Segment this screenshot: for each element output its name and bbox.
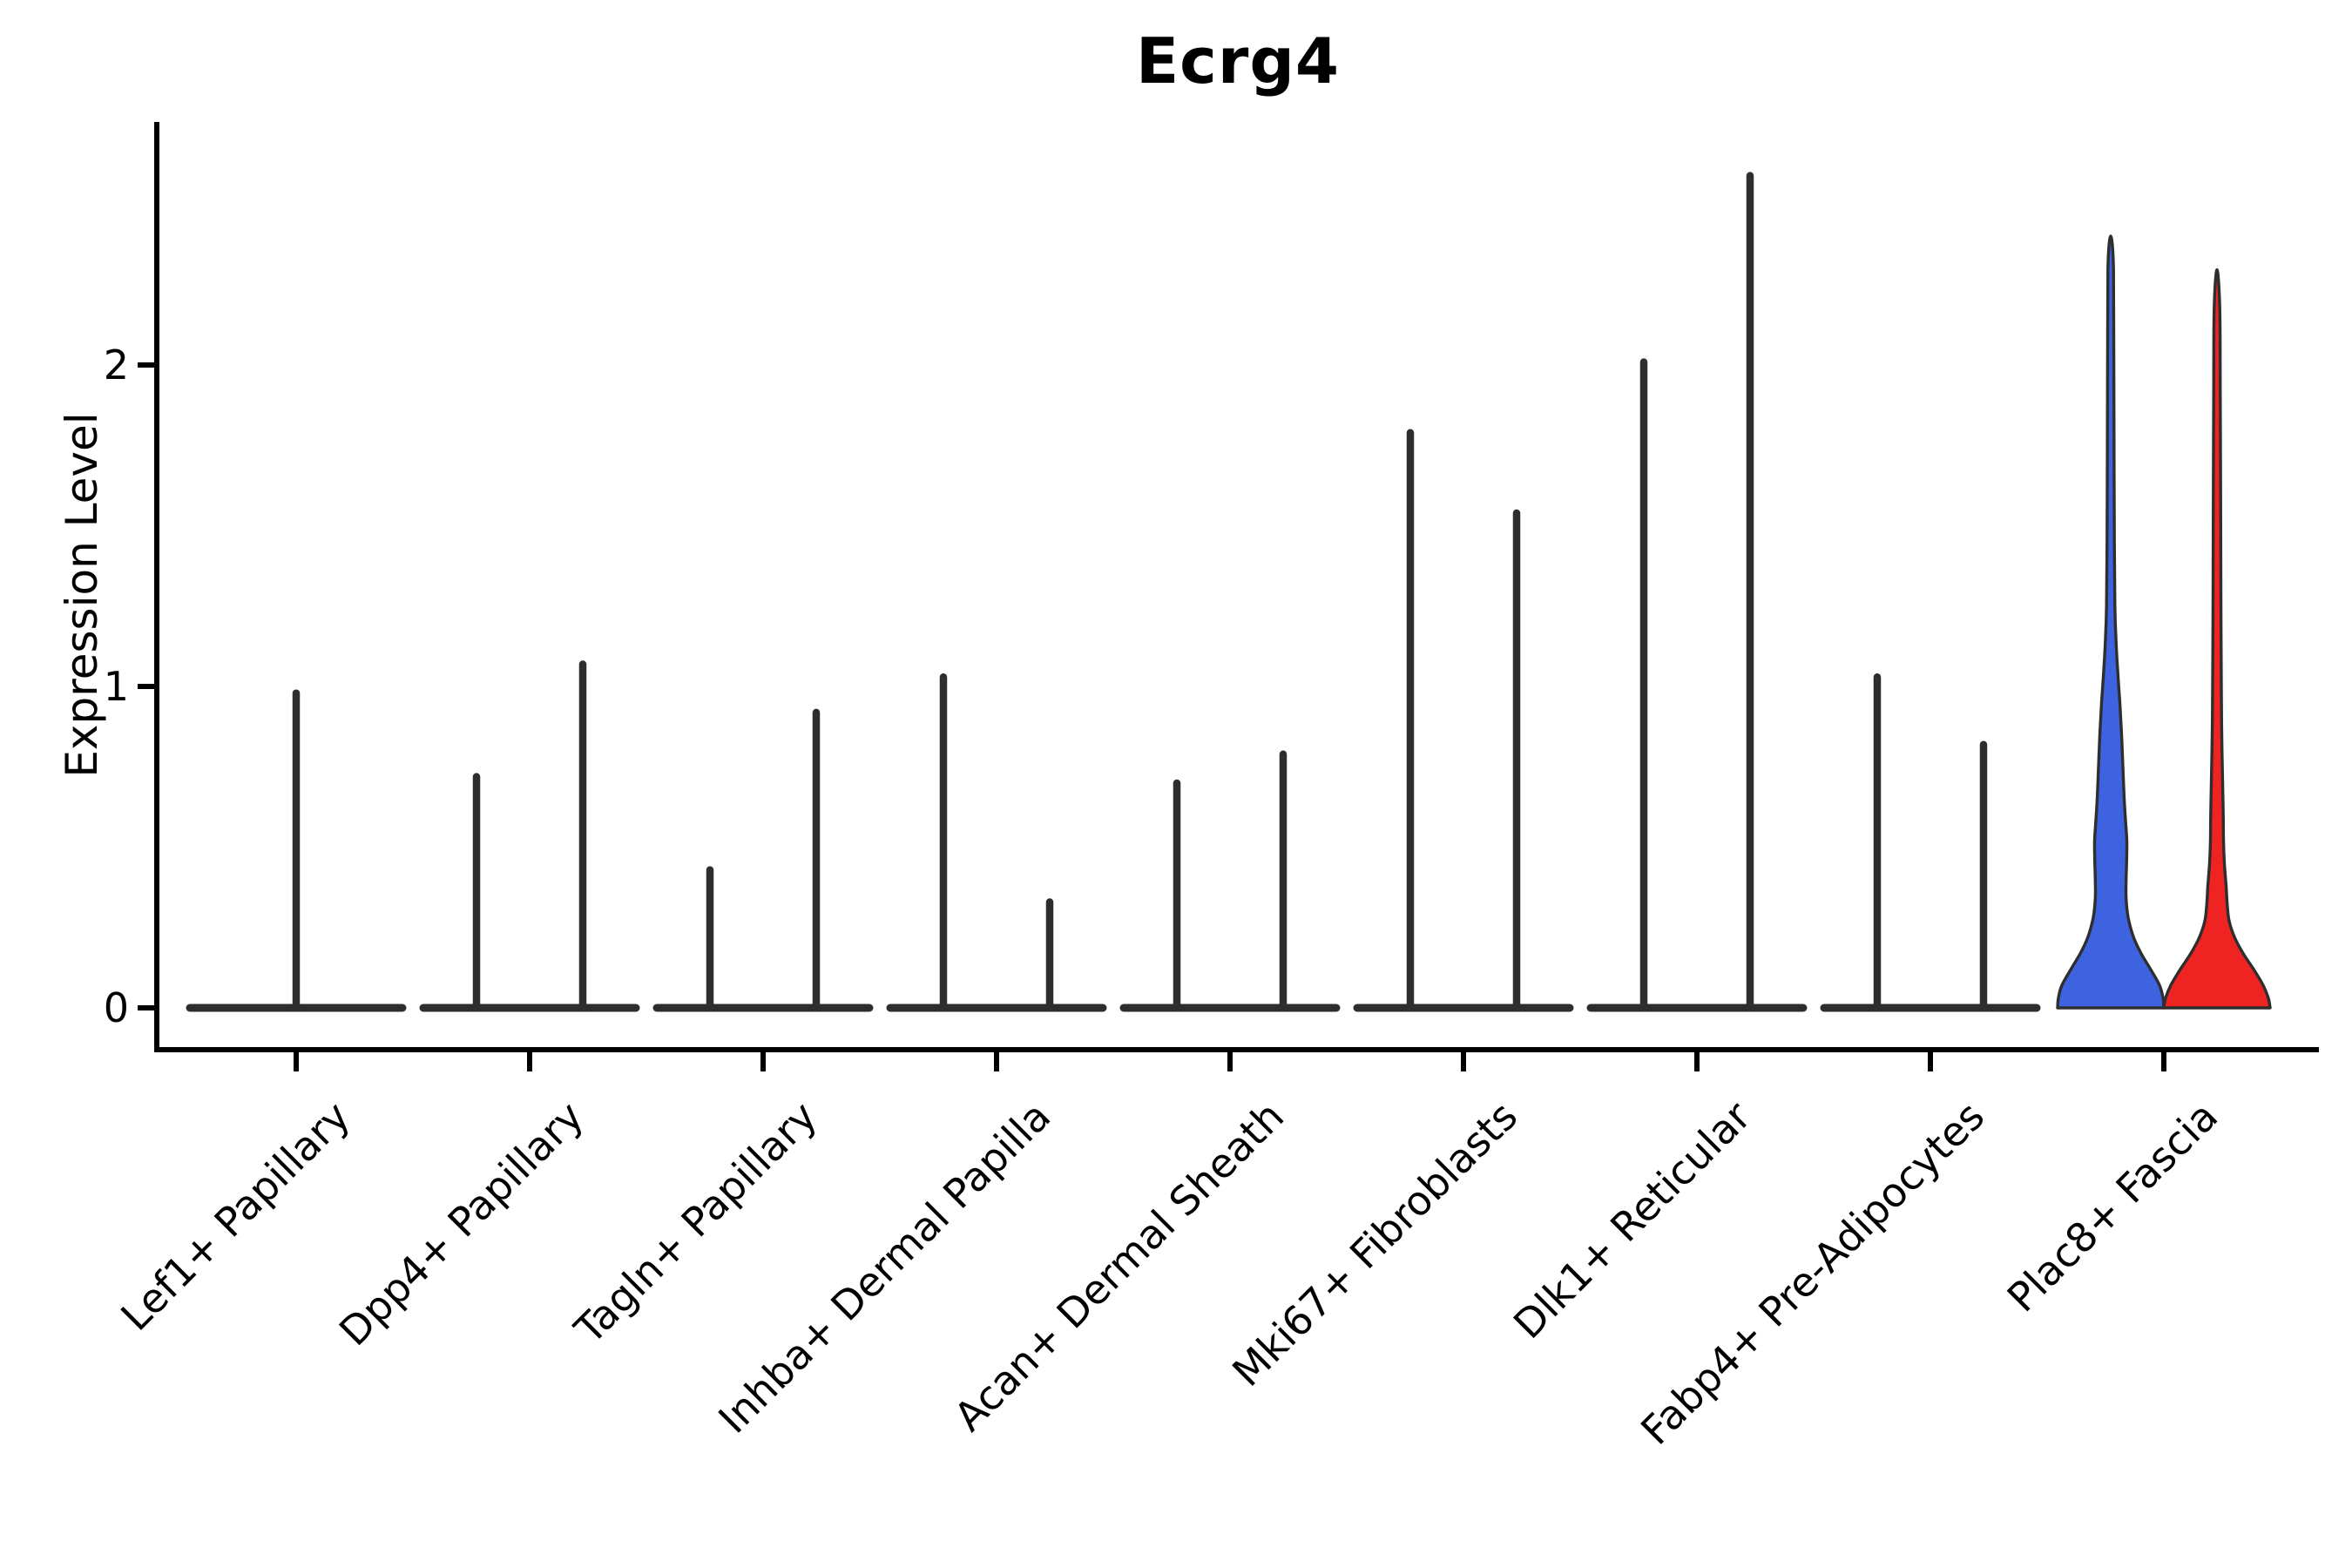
chart-title: Ecrg4 xyxy=(1135,24,1340,98)
y-tick-label: 1 xyxy=(103,663,129,710)
y-tick-label: 2 xyxy=(103,341,129,389)
filled-violin xyxy=(2162,267,2272,1010)
y-tick-label: 0 xyxy=(103,984,129,1031)
y-axis-label: Expression Level xyxy=(57,412,107,778)
filled-violin xyxy=(2056,234,2166,1010)
